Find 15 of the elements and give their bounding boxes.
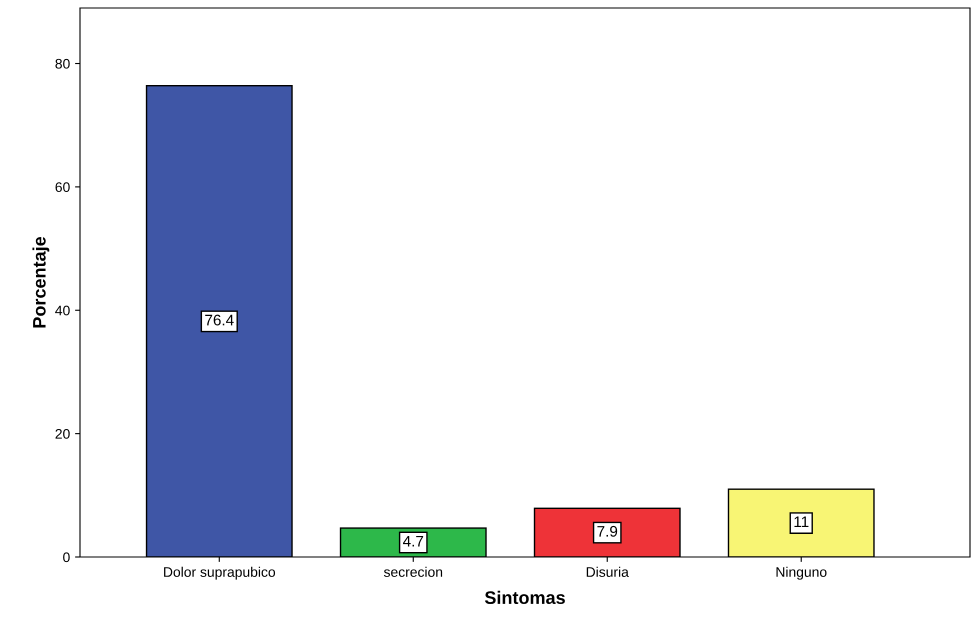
y-tick-label: 20 bbox=[56, 428, 70, 439]
data-label: 11 bbox=[794, 516, 808, 528]
data-label: 7.9 bbox=[597, 526, 618, 537]
y-tick-label: 80 bbox=[55, 58, 70, 69]
y-tick-label: 60 bbox=[56, 182, 70, 192]
y-axis-title: Porcentaje bbox=[32, 236, 50, 328]
x-tick-label: secrecion bbox=[384, 566, 442, 577]
x-tick-label: Dolor suprapubico bbox=[164, 566, 276, 580]
y-tick-label: 0 bbox=[63, 552, 70, 562]
data-label: 76.4 bbox=[205, 314, 234, 326]
x-tick-label: Ninguno bbox=[776, 566, 827, 580]
x-tick-label: Disuria bbox=[586, 566, 629, 577]
y-tick-label: 40 bbox=[55, 306, 70, 316]
data-label: 4.7 bbox=[403, 536, 424, 546]
x-axis-title: Sintomas bbox=[484, 590, 565, 604]
